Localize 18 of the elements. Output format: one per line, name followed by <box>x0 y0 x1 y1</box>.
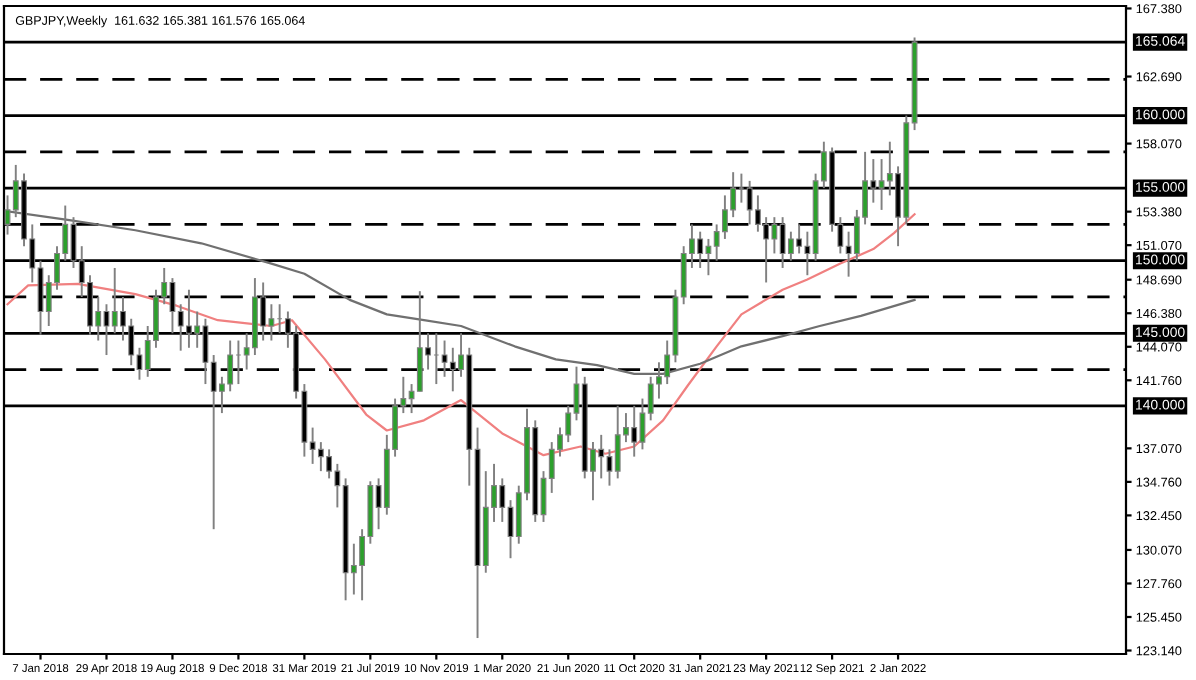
candlestick <box>111 266 118 335</box>
candlestick <box>721 194 728 240</box>
candlestick <box>771 216 778 255</box>
candlestick <box>614 404 621 480</box>
candlestick <box>416 290 423 393</box>
candlestick <box>268 303 275 342</box>
candlestick <box>738 172 745 204</box>
candlestick <box>235 339 242 386</box>
candlestick <box>705 237 712 277</box>
candlestick <box>326 448 333 480</box>
candlestick <box>878 158 885 211</box>
candlestick <box>433 332 440 386</box>
candlestick <box>227 339 234 393</box>
candlestick <box>598 433 605 480</box>
candlestick <box>787 230 794 262</box>
line-series <box>6 210 916 376</box>
line-series <box>6 213 916 457</box>
candlestick <box>317 441 324 473</box>
